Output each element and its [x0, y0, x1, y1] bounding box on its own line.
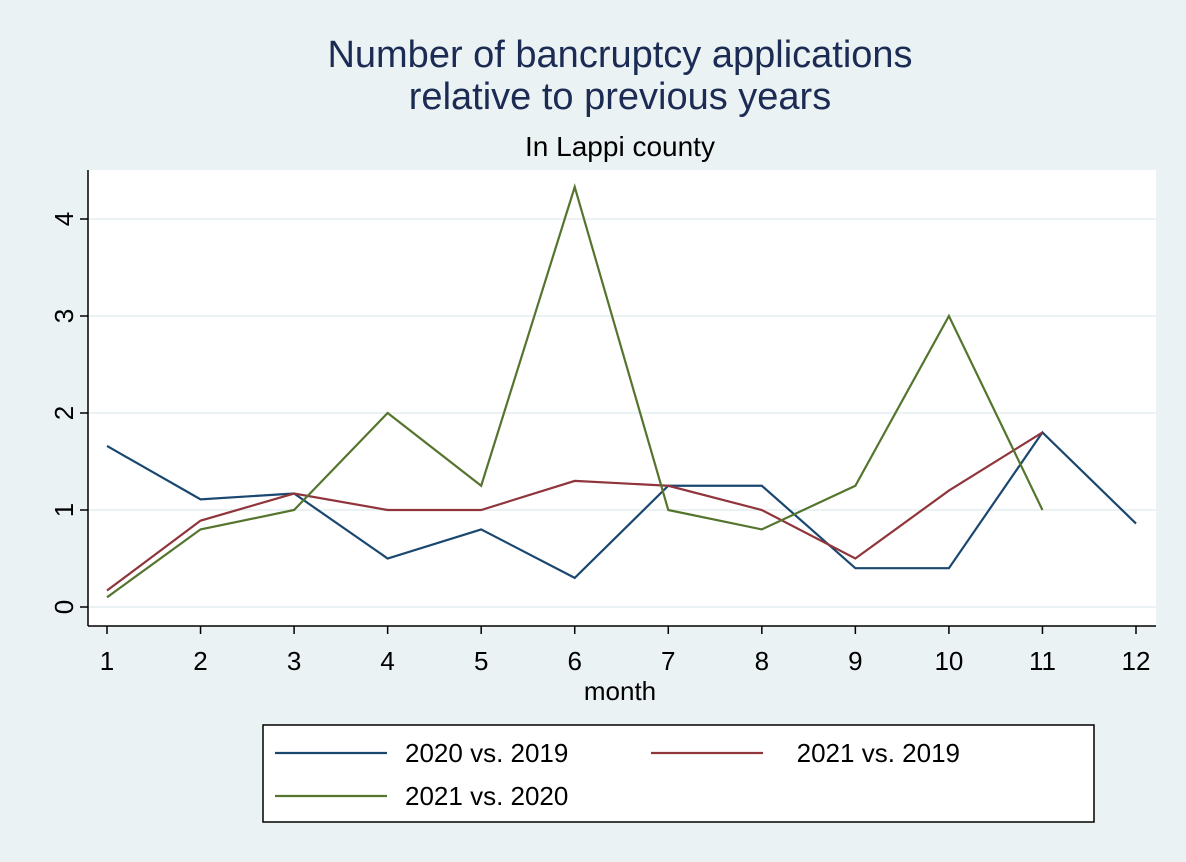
x-tick-label: 5 — [474, 646, 488, 676]
x-tick-label: 12 — [1122, 646, 1151, 676]
x-tick-label: 7 — [661, 646, 675, 676]
x-tick-label: 9 — [848, 646, 862, 676]
x-tick-label: 1 — [100, 646, 114, 676]
series-line-1 — [106, 430, 1137, 580]
x-tick-label: 8 — [755, 646, 769, 676]
chart-title-line-1: Number of bancruptcy applications — [327, 34, 912, 76]
chart-subtitle: In Lappi county — [525, 131, 715, 162]
x-axis-label: month — [584, 676, 656, 706]
legend-label: 2021 vs. 2020 — [405, 781, 568, 811]
y-tick-label: 3 — [49, 309, 79, 323]
x-tick-label: 4 — [380, 646, 394, 676]
x-tick-label: 10 — [934, 646, 963, 676]
y-tick-label: 1 — [49, 503, 79, 517]
legend-box — [262, 724, 1095, 823]
series-line-3 — [106, 183, 1044, 599]
x-tick-label: 2 — [193, 646, 207, 676]
x-tick-label: 6 — [567, 646, 581, 676]
legend-label: 2021 vs. 2019 — [797, 738, 960, 768]
series-line-2 — [106, 431, 1044, 592]
y-tick-label: 4 — [49, 212, 79, 226]
y-tick-label: 2 — [49, 406, 79, 420]
legend-label: 2020 vs. 2019 — [405, 738, 568, 768]
y-tick-label: 0 — [49, 600, 79, 614]
x-tick-label: 11 — [1029, 646, 1056, 676]
x-tick-label: 3 — [287, 646, 301, 676]
legend: 2020 vs. 2019 2021 vs. 2019 2021 vs. 2020 — [262, 724, 1095, 823]
plot-area — [88, 170, 1156, 626]
chart-title-line-2: relative to previous years — [409, 76, 831, 118]
